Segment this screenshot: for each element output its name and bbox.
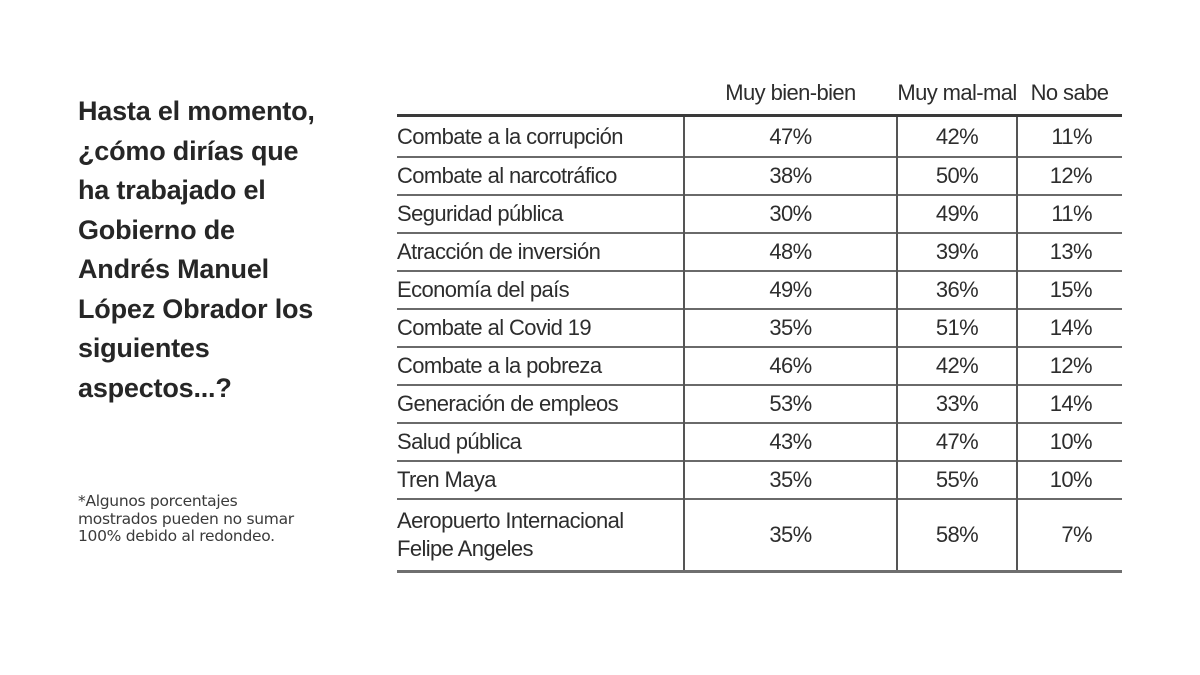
mal-cell: 33%	[896, 384, 1017, 423]
question-line: ¿cómo dirías que	[78, 135, 299, 166]
question-line: Gobierno de	[78, 214, 235, 245]
bien-cell: 48%	[683, 232, 897, 271]
header-muy-mal-mal: Muy mal-mal	[897, 80, 1017, 105]
aspect-cell: Generación de empleos	[397, 384, 684, 423]
question-line: ha trabajado el	[78, 175, 266, 205]
table-row: Combate a la pobreza 46% 42% 12%	[397, 346, 1122, 385]
aspect-cell: Tren Maya	[397, 460, 684, 499]
mal-cell: 55%	[896, 460, 1017, 499]
header-muy-bien-bien: Muy bien-bien	[725, 80, 856, 105]
aspect-cell: Economía del país	[397, 270, 684, 309]
mal-cell: 51%	[896, 308, 1017, 347]
table-row: Seguridad pública 30% 49% 11%	[397, 194, 1122, 233]
nosabe-cell: 14%	[1016, 308, 1122, 347]
table-row: Tren Maya 35% 55% 10%	[397, 460, 1122, 499]
bien-cell: 46%	[683, 346, 897, 385]
bien-cell: 35%	[683, 308, 897, 347]
bien-cell: 35%	[683, 460, 897, 499]
results-table-container: Muy bien-bien Muy mal-mal No sabe Combat…	[397, 74, 1122, 573]
table-row: Salud pública 43% 47% 10%	[397, 422, 1122, 461]
aspect-cell: Aeropuerto Internacional Felipe Angeles	[397, 498, 684, 573]
mal-cell: 47%	[896, 422, 1017, 461]
nosabe-cell: 14%	[1016, 384, 1122, 423]
table-row: Aeropuerto Internacional Felipe Angeles …	[397, 498, 1122, 573]
aspect-cell: Combate al Covid 19	[397, 308, 684, 347]
nosabe-cell: 13%	[1016, 232, 1122, 271]
table-row: Atracción de inversión 48% 39% 13%	[397, 232, 1122, 271]
table-row: Combate a la corrupción 47% 42% 11%	[397, 115, 1122, 157]
table-row: Generación de empleos 53% 33% 14%	[397, 384, 1122, 423]
survey-question: Hasta el momento, ¿cómo dirías que ha tr…	[78, 92, 378, 408]
nosabe-cell: 15%	[1016, 270, 1122, 309]
nosabe-cell: 10%	[1016, 460, 1122, 499]
question-line: aspectos...?	[78, 372, 232, 403]
nosabe-cell: 12%	[1016, 346, 1122, 385]
question-line: Andrés Manuel	[78, 254, 269, 284]
table-row: Combate al Covid 19 35% 51% 14%	[397, 308, 1122, 347]
aspect-cell: Seguridad pública	[397, 194, 684, 233]
nosabe-cell: 12%	[1016, 156, 1122, 195]
aspect-cell: Combate al narcotráfico	[397, 156, 684, 195]
mal-cell: 50%	[896, 156, 1017, 195]
question-line: siguientes	[78, 333, 210, 363]
table-row: Combate al narcotráfico 38% 50% 12%	[397, 156, 1122, 195]
bien-cell: 53%	[683, 384, 897, 423]
mal-cell: 58%	[896, 498, 1017, 573]
mal-cell: 42%	[896, 346, 1017, 385]
nosabe-cell: 11%	[1016, 115, 1122, 157]
mal-cell: 49%	[896, 194, 1017, 233]
bien-cell: 49%	[683, 270, 897, 309]
bien-cell: 30%	[683, 194, 897, 233]
aspect-cell: Atracción de inversión	[397, 232, 684, 271]
bien-cell: 35%	[683, 498, 897, 573]
aspect-cell: Combate a la pobreza	[397, 346, 684, 385]
table-row: Economía del país 49% 36% 15%	[397, 270, 1122, 309]
nosabe-cell: 7%	[1016, 498, 1122, 573]
mal-cell: 42%	[896, 115, 1017, 157]
aspect-cell: Salud pública	[397, 422, 684, 461]
question-line: López Obrador los	[78, 293, 314, 324]
aspect-line: Felipe Angeles	[397, 536, 534, 561]
header-aspect	[397, 74, 684, 116]
results-table: Muy bien-bien Muy mal-mal No sabe Combat…	[397, 74, 1122, 573]
nosabe-cell: 10%	[1016, 422, 1122, 461]
table-header-row: Muy bien-bien Muy mal-mal No sabe	[397, 74, 1122, 116]
bien-cell: 43%	[683, 422, 897, 461]
mal-cell: 36%	[896, 270, 1017, 309]
aspect-cell: Combate a la corrupción	[397, 123, 623, 149]
bien-cell: 47%	[683, 115, 897, 157]
mal-cell: 39%	[896, 232, 1017, 271]
header-no-sabe: No sabe	[1030, 80, 1109, 105]
question-line: Hasta el momento,	[78, 96, 315, 126]
rounding-footnote: *Algunos porcentajes mostrados pueden no…	[78, 492, 294, 545]
nosabe-cell: 11%	[1016, 194, 1122, 233]
aspect-line: Aeropuerto Internacional	[397, 508, 624, 533]
bien-cell: 38%	[683, 156, 897, 195]
